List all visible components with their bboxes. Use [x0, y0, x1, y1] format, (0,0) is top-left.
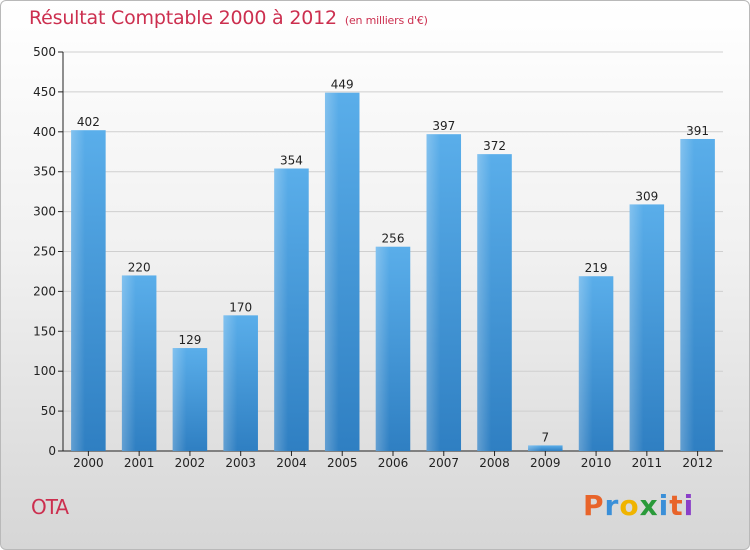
y-tick-label: 50	[41, 404, 56, 418]
bar-value-label: 402	[77, 115, 100, 129]
x-tick-label: 2006	[378, 456, 409, 470]
bar-highlight	[324, 92, 360, 451]
logo-letter: r	[604, 489, 620, 522]
x-tick-label: 2010	[581, 456, 612, 470]
y-tick-label: 200	[33, 284, 56, 298]
y-tick-label: 450	[33, 85, 56, 99]
logo-letter: o	[619, 489, 640, 522]
bar-highlight	[172, 348, 208, 451]
y-tick-label: 400	[33, 125, 56, 139]
logo-letter: t	[669, 489, 684, 522]
x-tick-label: 2004	[276, 456, 307, 470]
proxiti-logo[interactable]: Proxiti	[583, 489, 694, 522]
bar-value-label: 129	[178, 333, 201, 347]
bar-highlight	[528, 445, 563, 451]
bar-value-label: 256	[382, 232, 405, 246]
bar-highlight	[629, 204, 665, 451]
x-tick-label: 2001	[124, 456, 155, 470]
bar-value-label: 354	[280, 154, 303, 168]
x-tick-label: 2005	[327, 456, 358, 470]
y-tick-label: 500	[33, 45, 56, 59]
x-tick-label: 2003	[225, 456, 256, 470]
bar-highlight	[375, 246, 411, 451]
bar-value-label: 449	[331, 78, 354, 92]
bar-value-label: 372	[483, 139, 506, 153]
bar-highlight	[578, 276, 614, 451]
x-tick-label: 2008	[479, 456, 510, 470]
chart-title: Résultat Comptable 2000 à 2012 (en millie…	[29, 7, 428, 29]
x-tick-label: 2011	[632, 456, 663, 470]
x-tick-label: 2009	[530, 456, 561, 470]
bar-value-label: 7	[541, 430, 549, 444]
bar-highlight	[71, 130, 106, 452]
y-tick-label: 0	[48, 444, 56, 458]
bar-highlight	[477, 154, 512, 452]
y-tick-label: 350	[33, 165, 56, 179]
logo-letter: P	[583, 489, 605, 522]
logo-letter: i	[658, 489, 670, 522]
bar-value-label: 309	[635, 189, 658, 203]
y-tick-label: 300	[33, 205, 56, 219]
bar-highlight	[680, 138, 715, 451]
bar-value-label: 219	[585, 261, 608, 275]
x-tick-label: 2012	[682, 456, 713, 470]
y-tick-label: 100	[33, 364, 56, 378]
bar-value-label: 397	[432, 119, 455, 133]
x-tick-label: 2007	[428, 456, 459, 470]
bar-highlight	[426, 134, 462, 451]
logo-letter: x	[639, 489, 659, 522]
logo-letter: i	[683, 489, 695, 522]
bar-value-label: 220	[128, 260, 151, 274]
bar-highlight	[274, 168, 309, 451]
commune-name: OTA	[31, 495, 69, 519]
bar-highlight	[121, 275, 157, 451]
x-tick-label: 2000	[73, 456, 104, 470]
x-tick-label: 2002	[175, 456, 206, 470]
y-tick-label: 250	[33, 245, 56, 259]
bar-highlight	[223, 315, 258, 451]
chart-title-main: Résultat Comptable 2000 à 2012	[29, 7, 337, 29]
chart-subtitle: (en milliers d'€)	[344, 14, 428, 27]
y-tick-label: 150	[33, 324, 56, 338]
bar-value-label: 170	[229, 300, 252, 314]
bar-value-label: 391	[686, 124, 709, 138]
